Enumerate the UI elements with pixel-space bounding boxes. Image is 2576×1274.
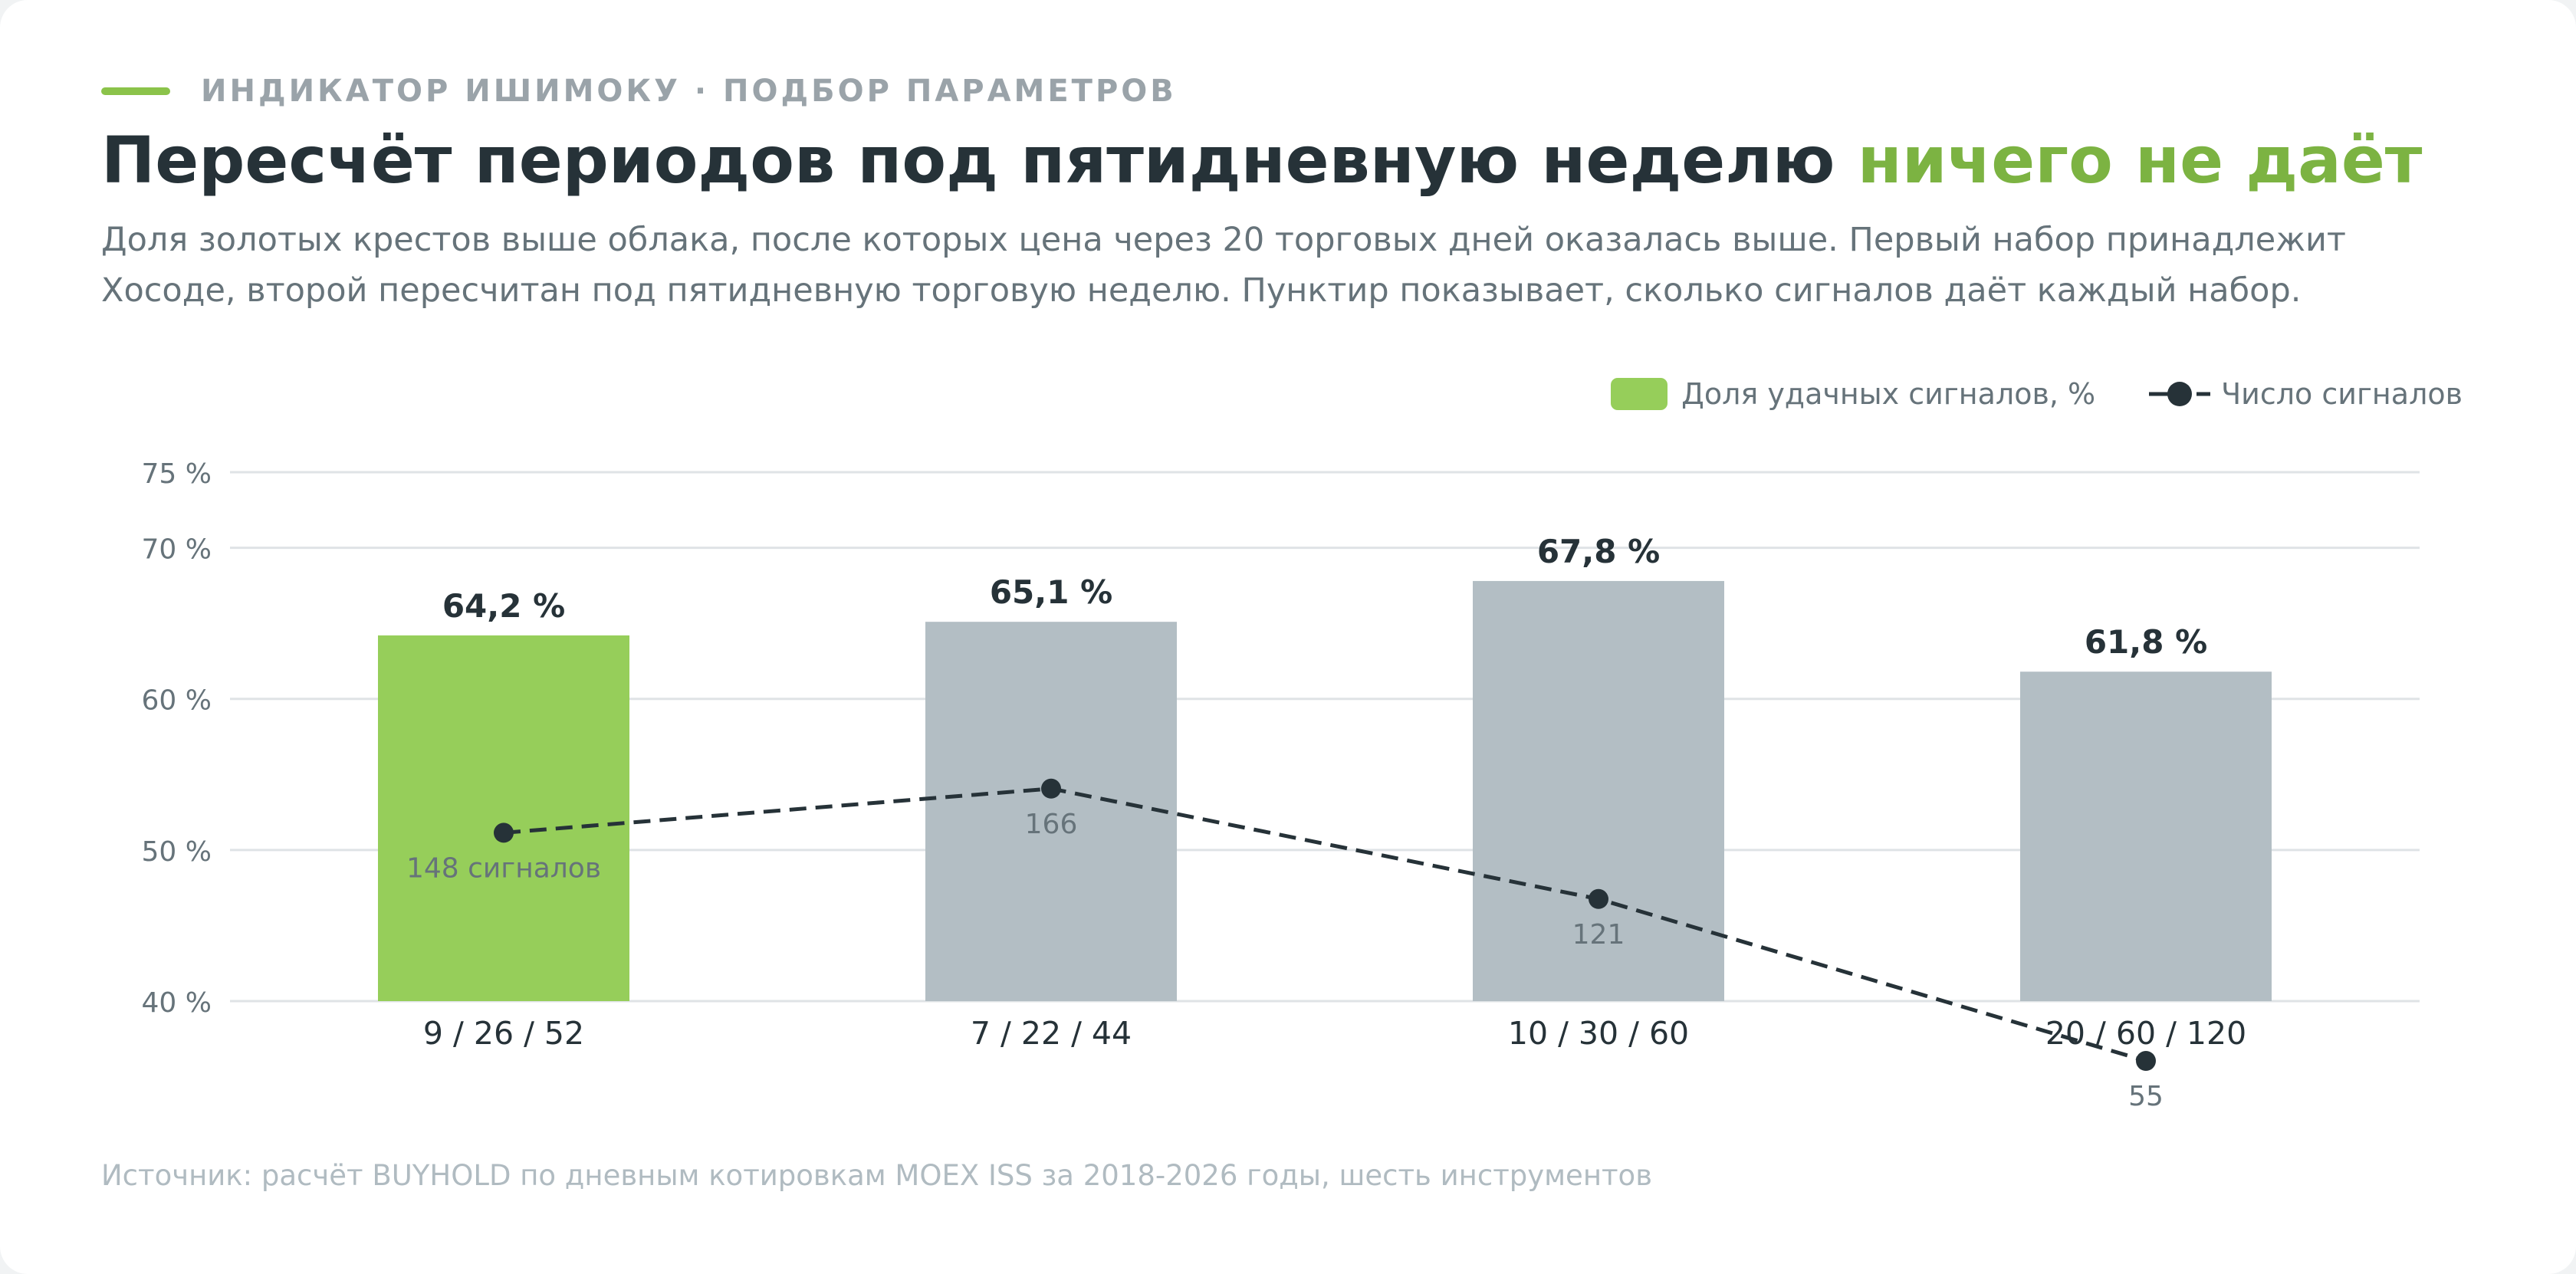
signals-line <box>503 786 2147 1063</box>
signals-point <box>2136 1051 2156 1071</box>
source-note: Источник: расчёт BUYHOLD по дневным коти… <box>101 1159 1653 1192</box>
x-tick-label: 10 / 30 / 60 <box>1508 1015 1689 1052</box>
y-tick-label: 75 % <box>142 458 212 490</box>
legend-bar-swatch <box>1611 378 1668 410</box>
legend-line-icon <box>2149 379 2211 409</box>
legend-item-bars: Доля удачных сигналов, % <box>1611 377 2095 411</box>
bar-value-label: 65,1 % <box>990 573 1112 611</box>
eyebrow: ИНДИКАТОР ИШИМОКУ · ПОДБОР ПАРАМЕТРОВ <box>101 74 1177 109</box>
bar-value-label: 67,8 % <box>1537 533 1660 570</box>
legend-line-label: Число сигналов <box>2221 377 2463 411</box>
signals-label: 166 <box>1025 809 1078 840</box>
bar <box>1473 580 1724 1001</box>
title-accent: ничего не даёт <box>1857 123 2423 198</box>
signals-label: 55 <box>2128 1081 2164 1112</box>
chart-legend: Доля удачных сигналов, % Число сигналов <box>1611 377 2463 411</box>
x-tick-label: 20 / 60 / 120 <box>2045 1015 2246 1052</box>
eyebrow-text: ИНДИКАТОР ИШИМОКУ · ПОДБОР ПАРАМЕТРОВ <box>201 74 1177 109</box>
legend-item-line: Число сигналов <box>2095 377 2463 411</box>
bar <box>2020 671 2272 1001</box>
signals-point <box>1589 888 1608 909</box>
page-subtitle: Доля золотых крестов выше облака, после … <box>101 221 2346 310</box>
x-tick-label: 9 / 26 / 52 <box>423 1015 584 1052</box>
bar-value-label: 61,8 % <box>2085 623 2207 661</box>
signals-point <box>494 823 514 843</box>
signals-label: 148 сигналов <box>406 852 601 884</box>
bar <box>378 635 629 1001</box>
y-tick-label: 40 % <box>142 987 212 1019</box>
page-title: Пересчёт периодов под пятидневную неделю… <box>101 123 2423 198</box>
bar-value-label: 64,2 % <box>442 587 565 625</box>
y-tick-label: 70 % <box>142 534 212 566</box>
title-main: Пересчёт периодов под пятидневную неделю <box>101 123 1835 198</box>
eyebrow-accent-bar <box>101 87 170 95</box>
y-tick-label: 50 % <box>142 836 212 868</box>
bar <box>925 622 1177 1001</box>
legend-bars-label: Доля удачных сигналов, % <box>1681 377 2096 411</box>
x-tick-label: 7 / 22 / 44 <box>971 1015 1132 1052</box>
y-tick-label: 60 % <box>142 685 212 717</box>
signals-label: 121 <box>1572 919 1625 951</box>
signals-point <box>1041 778 1061 799</box>
